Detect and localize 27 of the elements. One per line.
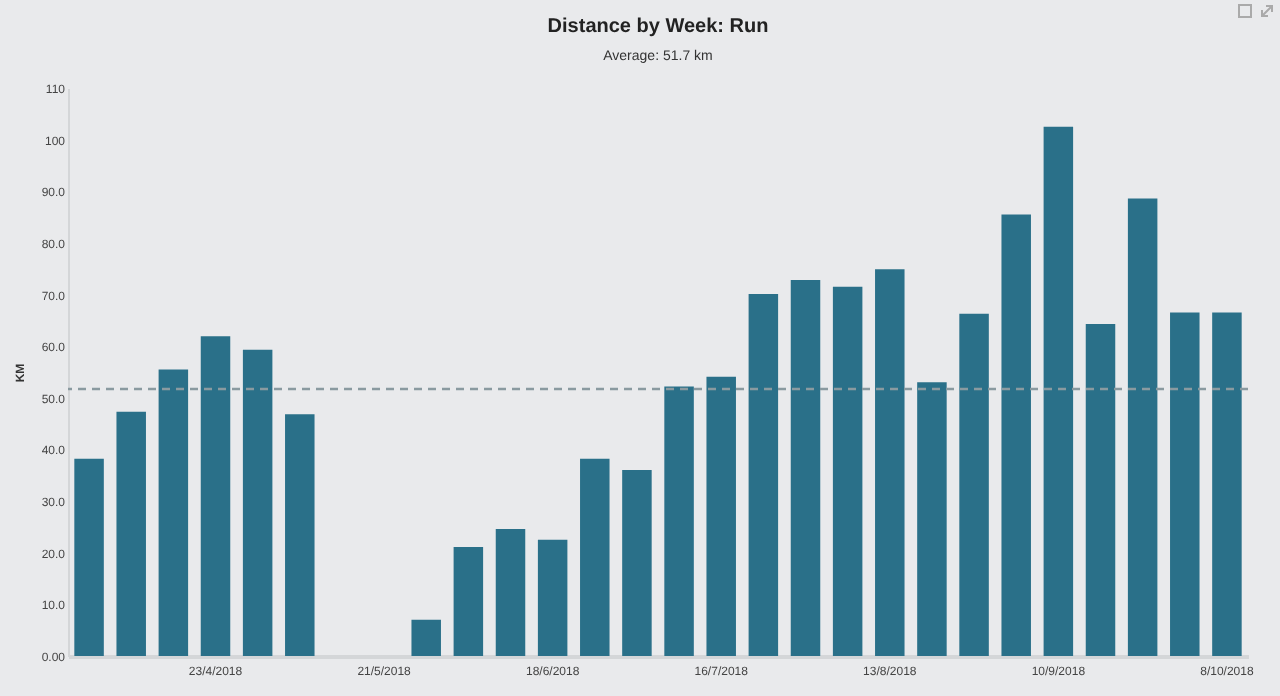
bar [1212,312,1242,656]
bar [495,528,526,656]
bar [537,539,568,656]
bar [706,376,736,656]
bar [875,269,905,656]
bar [200,336,231,656]
bar [242,349,273,656]
bar [1127,198,1158,656]
bar [917,382,947,656]
bar [832,286,863,656]
bar [116,411,146,656]
chart-title: Distance by Week: Run [547,16,769,38]
bar [158,369,189,656]
bar [580,458,610,656]
bar [1043,126,1074,656]
bar [1001,214,1031,656]
bar [285,414,315,656]
bar [622,470,652,656]
bar [959,313,989,656]
bar [453,547,484,656]
bar [1085,323,1116,656]
bar [664,386,694,656]
bar [411,619,441,656]
bar [74,458,104,656]
bar [1170,312,1200,656]
bar [748,294,779,656]
bar [790,280,821,656]
